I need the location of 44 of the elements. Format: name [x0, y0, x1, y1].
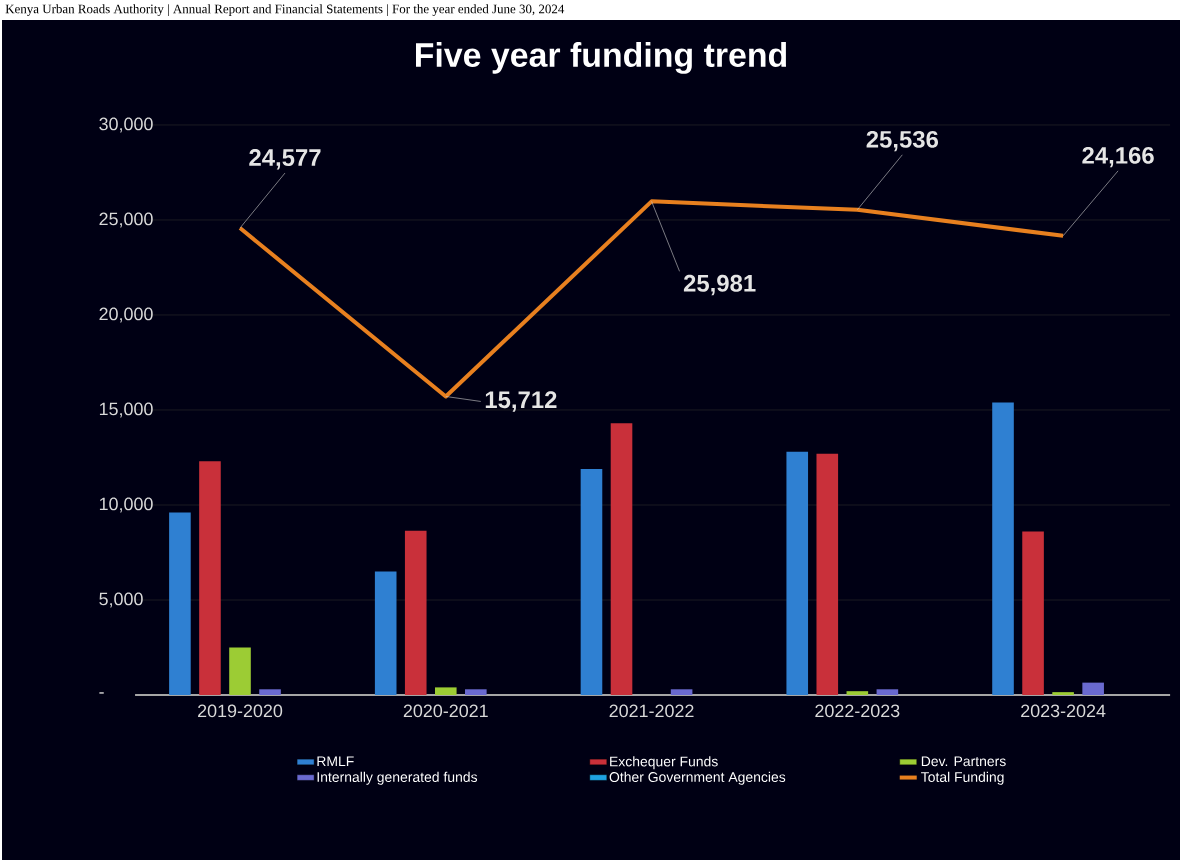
bar	[465, 689, 487, 695]
bar	[670, 689, 693, 695]
data-label: 24,166	[1082, 146, 1154, 168]
bar	[876, 689, 899, 695]
bar	[229, 647, 251, 695]
text: Kenya Urban Roads Authority | Annual Report and Financial Statements | For the year ended June 30, 2024	[5, 4, 565, 16]
y-tick-label: 10,000	[99, 497, 153, 513]
legend-label: RMLF	[317, 756, 354, 767]
bar	[580, 468, 603, 695]
bar	[434, 687, 457, 695]
chart-title: Five year funding trend	[416, 42, 787, 74]
y-tick-label: 20,000	[99, 307, 153, 323]
x-tick-label: 2020-2021	[403, 704, 488, 718]
y-tick-label: 30,000	[99, 117, 153, 133]
y-tick-label: 15,000	[99, 402, 153, 418]
bar	[1082, 682, 1104, 695]
bar	[404, 530, 427, 695]
data-label: 24,577	[249, 149, 321, 170]
data-label: 25,981	[683, 274, 756, 296]
bar	[374, 571, 397, 695]
bar	[992, 402, 1014, 695]
bar	[816, 453, 839, 695]
bar	[259, 689, 281, 695]
data-label: 15,712	[485, 391, 557, 412]
legend-label: Dev. Partners	[921, 756, 1006, 767]
x-tick-label: 2019-2020	[198, 704, 283, 718]
legend-label: Other Government Agencies	[609, 771, 786, 785]
bar	[610, 423, 633, 695]
y-tick-label: 5,000	[99, 592, 143, 608]
bar	[169, 512, 191, 695]
x-tick-label: 2023-2024	[1021, 704, 1106, 718]
bar	[846, 691, 869, 695]
bar	[786, 451, 809, 695]
legend-label: Exchequer Funds	[610, 756, 718, 770]
data-label: 25,536	[866, 130, 939, 152]
legend-label: Internally generated funds	[317, 771, 478, 785]
bar	[1022, 531, 1044, 695]
x-tick-label: 2022-2023	[815, 704, 900, 718]
bar	[199, 461, 221, 695]
x-tick-label: 2021-2022	[609, 704, 694, 718]
y-tick-label: -	[99, 692, 104, 694]
bar	[1052, 692, 1074, 695]
legend-label: Total Funding	[921, 771, 1004, 785]
y-tick-label: 25,000	[99, 212, 153, 228]
